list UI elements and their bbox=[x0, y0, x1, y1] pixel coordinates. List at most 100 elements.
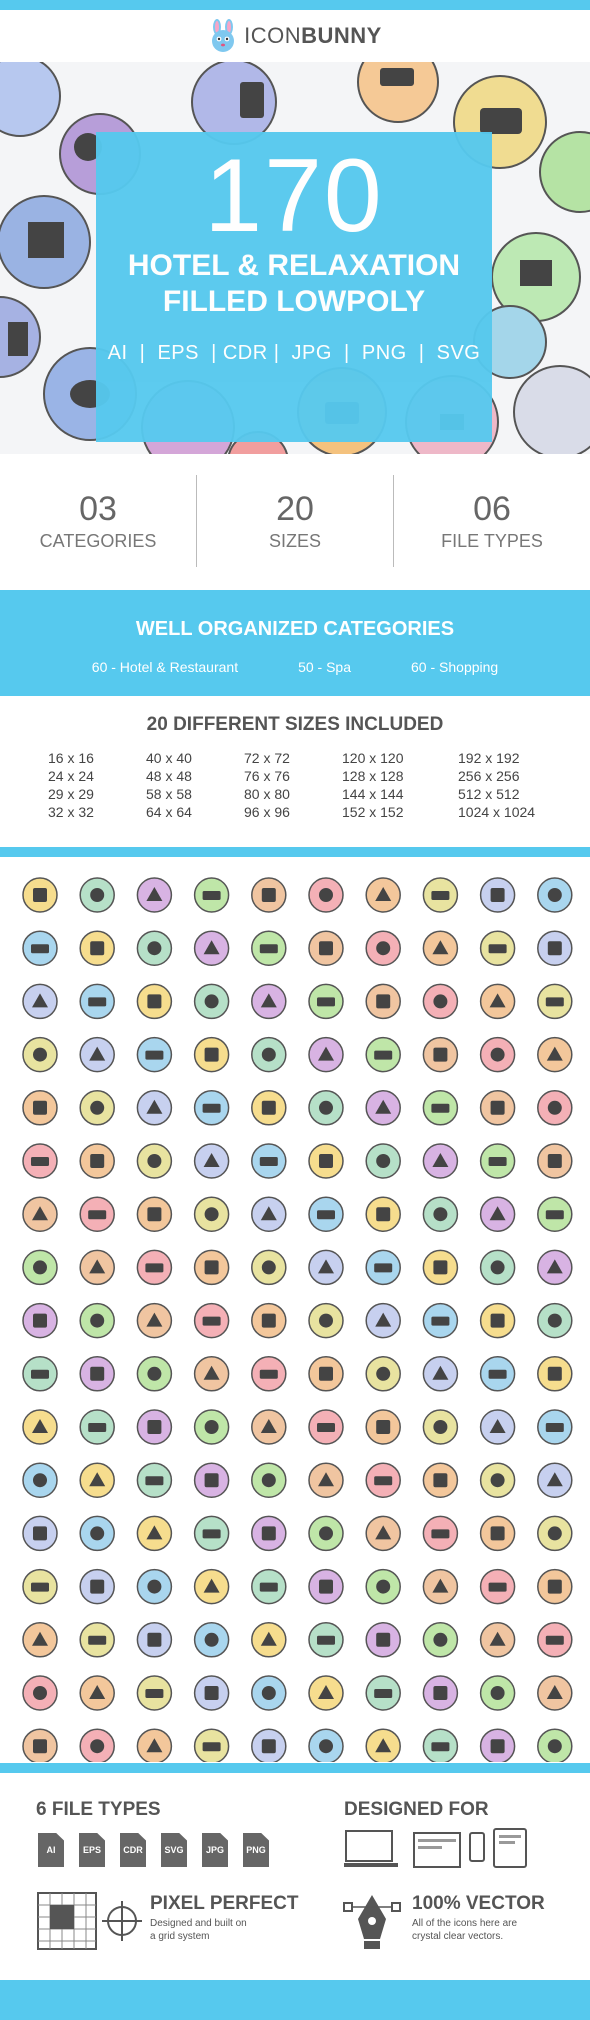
grid-icon bbox=[365, 877, 401, 913]
grid-icon bbox=[308, 1462, 344, 1498]
grid-icon bbox=[479, 983, 516, 1020]
stat-categories: 03 CATEGORIES bbox=[0, 490, 196, 552]
grid-icon bbox=[422, 983, 459, 1020]
grid-icon bbox=[193, 1568, 230, 1605]
category-item: 50 - Spa bbox=[298, 659, 352, 675]
grid-icon bbox=[422, 1090, 459, 1126]
grid-icon bbox=[365, 983, 401, 1020]
grid-icon bbox=[308, 1675, 344, 1711]
grid-icon bbox=[22, 1090, 58, 1126]
grid-icon bbox=[422, 1675, 459, 1711]
grid-icon bbox=[193, 1356, 230, 1392]
file-types-title: 6 FILE TYPES bbox=[36, 1799, 161, 1820]
section-separator bbox=[0, 847, 590, 857]
grid-icon bbox=[308, 1568, 344, 1605]
grid-icon bbox=[193, 1409, 230, 1445]
grid-icon bbox=[136, 1356, 173, 1392]
hero-title-line1: HOTEL & RELAXATION bbox=[127, 249, 461, 282]
size-item: 16 x 16 bbox=[48, 750, 94, 766]
grid-icon bbox=[22, 1249, 58, 1286]
size-item: 152 x 152 bbox=[342, 804, 404, 820]
grid-icon bbox=[251, 1409, 287, 1445]
grid-icon bbox=[308, 1196, 344, 1232]
grid-icon bbox=[22, 1196, 58, 1232]
stat-number: 06 bbox=[473, 490, 511, 528]
grid-icon bbox=[22, 1302, 58, 1339]
pixel-grid-icon bbox=[37, 1892, 142, 1950]
size-item: 256 x 256 bbox=[458, 768, 520, 784]
grid-icon bbox=[365, 1409, 401, 1445]
grid-icon bbox=[422, 1302, 459, 1339]
grid-icon bbox=[537, 1249, 573, 1286]
grid-icon bbox=[308, 877, 344, 913]
stat-file-types: 06 FILE TYPES bbox=[394, 490, 590, 552]
grid-icon bbox=[79, 983, 115, 1020]
grid-icon bbox=[136, 1143, 173, 1179]
grid-icon bbox=[479, 1356, 516, 1392]
file-badge-eps: EPS bbox=[79, 1833, 105, 1867]
grid-icon bbox=[79, 1196, 115, 1232]
hero-formats: AI | EPS | CDR | JPG | PNG | SVG bbox=[107, 342, 481, 364]
divider bbox=[196, 475, 197, 567]
size-item: 128 x 128 bbox=[342, 768, 404, 784]
grid-icon bbox=[479, 930, 516, 966]
size-item: 40 x 40 bbox=[146, 750, 192, 766]
categories-band: WELL ORGANIZED CATEGORIES 60 - Hotel & R… bbox=[0, 590, 590, 696]
icon-preview-grid bbox=[0, 857, 590, 1762]
grid-icon bbox=[537, 1728, 573, 1762]
grid-icon bbox=[308, 1143, 344, 1179]
grid-icon bbox=[537, 1409, 573, 1445]
sizes-title: 20 DIFFERENT SIZES INCLUDED bbox=[146, 714, 444, 735]
grid-icon bbox=[22, 1568, 58, 1605]
divider bbox=[393, 475, 394, 567]
grid-icon bbox=[251, 983, 287, 1020]
grid-icon bbox=[79, 1143, 115, 1179]
grid-icon bbox=[136, 1302, 173, 1339]
grid-icon bbox=[308, 1409, 344, 1445]
grid-icon bbox=[537, 983, 573, 1020]
grid-icon bbox=[422, 1356, 459, 1392]
features-footer: 6 FILE TYPES AI EPS CDR SVG JPG PNG DESI… bbox=[0, 1773, 590, 1980]
grid-icon bbox=[365, 1515, 401, 1552]
sizes-section: 20 DIFFERENT SIZES INCLUDED 16 x 16 40 x … bbox=[0, 700, 590, 850]
grid-icon bbox=[193, 1249, 230, 1286]
grid-icon bbox=[251, 1462, 287, 1498]
bunny-logo-icon bbox=[212, 19, 235, 52]
grid-icon bbox=[365, 1622, 401, 1658]
bottom-accent-strip bbox=[0, 1980, 590, 2020]
stats-row: 03 CATEGORIES 20 SIZES 06 FILE TYPES bbox=[0, 454, 590, 588]
grid-icon bbox=[308, 1728, 344, 1762]
grid-icon bbox=[79, 877, 115, 913]
grid-icon bbox=[537, 1196, 573, 1232]
categories-title: WELL ORGANIZED CATEGORIES bbox=[135, 618, 455, 640]
grid-icon bbox=[537, 1036, 573, 1073]
grid-icon bbox=[136, 1462, 173, 1498]
grid-icon bbox=[365, 1356, 401, 1392]
grid-icon bbox=[193, 930, 230, 966]
grid-icon bbox=[308, 983, 344, 1020]
grid-icon bbox=[79, 1622, 115, 1658]
grid-icon bbox=[193, 1302, 230, 1339]
icon-count: 170 bbox=[204, 138, 384, 254]
hero-title-box: 170 HOTEL & RELAXATION FILLED LOWPOLY AI… bbox=[96, 132, 492, 442]
grid-icon bbox=[479, 1143, 516, 1179]
grid-icon bbox=[422, 1196, 459, 1232]
grid-icon bbox=[22, 1675, 58, 1711]
grid-icon bbox=[479, 1036, 516, 1073]
grid-icon bbox=[251, 1143, 287, 1179]
grid-icon bbox=[251, 1728, 287, 1762]
grid-icon bbox=[251, 1302, 287, 1339]
grid-icon bbox=[136, 983, 173, 1020]
file-badge-png: PNG bbox=[243, 1833, 269, 1867]
grid-icon bbox=[422, 1568, 459, 1605]
grid-icon bbox=[251, 877, 287, 913]
grid-icon bbox=[537, 1143, 573, 1179]
grid-icon bbox=[193, 1622, 230, 1658]
grid-icon bbox=[365, 1728, 401, 1762]
brand-name: ICONBUNNY bbox=[244, 23, 382, 48]
grid-icon bbox=[136, 877, 173, 913]
vector-title: 100% VECTOR bbox=[412, 1893, 545, 1914]
grid-icon bbox=[136, 1409, 173, 1445]
pixel-perfect-desc: Designed and built on a grid system bbox=[150, 1918, 247, 1942]
grid-icon bbox=[136, 1622, 173, 1658]
